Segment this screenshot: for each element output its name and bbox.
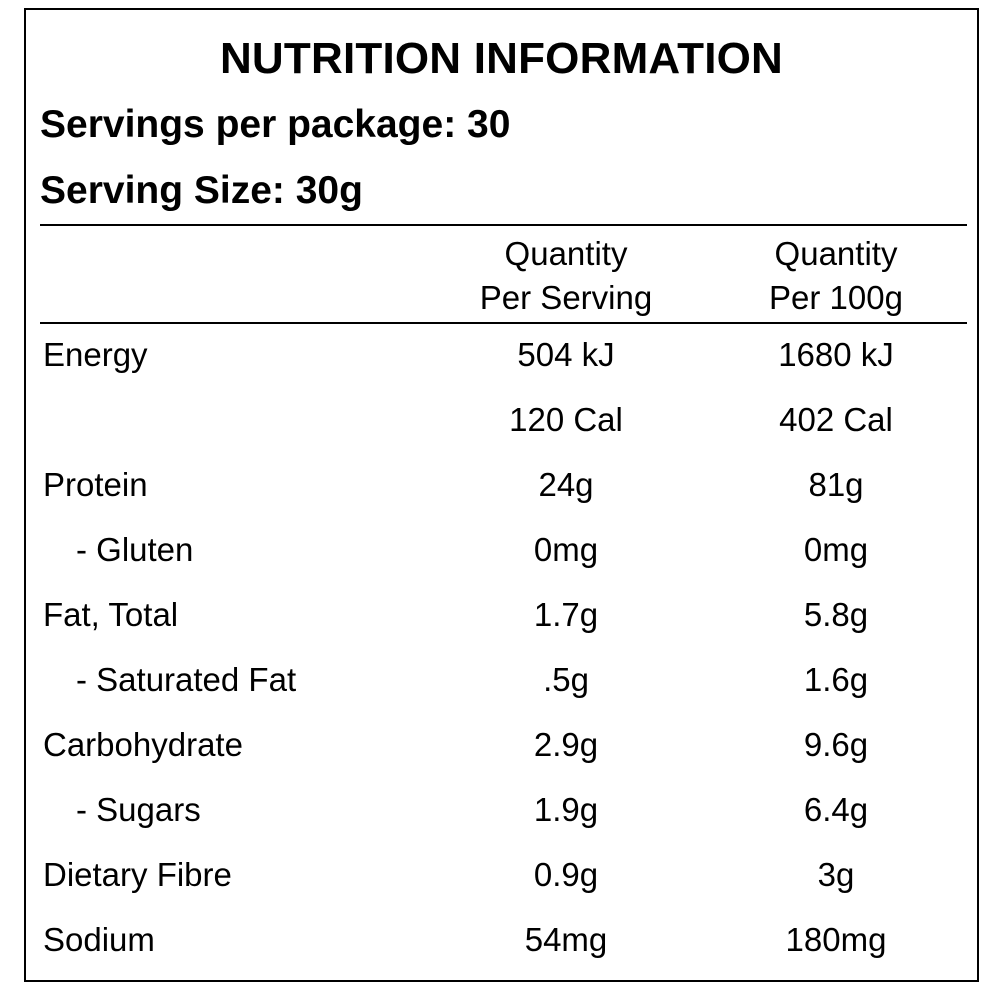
- value-per-serving: 24g: [538, 466, 594, 503]
- column-header-per-100g: Quantity Per 100g: [716, 232, 956, 320]
- value-per-serving: 54mg: [524, 921, 608, 958]
- value-per-100g: 3g: [817, 856, 855, 893]
- header-bottom-rule: [40, 322, 967, 324]
- column-header-per-100g-line-1: Quantity: [774, 235, 898, 272]
- nutrient-label: Energy: [43, 336, 148, 373]
- value-per-serving: 120 Cal: [509, 401, 623, 438]
- value-per-serving: .5g: [543, 661, 589, 698]
- column-header-per-serving-line-2: Per Serving: [479, 279, 653, 316]
- value-per-serving: 504 kJ: [517, 336, 615, 373]
- value-per-serving: 0.9g: [533, 856, 599, 893]
- nutrient-row: - Saturated Fat .5g 1.6g: [26, 650, 977, 710]
- nutrient-label: Fat, Total: [43, 596, 179, 633]
- header-top-rule: [40, 224, 967, 226]
- nutrition-panel: NUTRITION INFORMATION Servings per packa…: [24, 8, 979, 982]
- nutrient-row: Dietary Fibre 0.9g 3g: [26, 845, 977, 905]
- nutrient-label: Protein: [43, 466, 148, 503]
- nutrient-row: - Sugars 1.9g 6.4g: [26, 780, 977, 840]
- value-per-100g: 402 Cal: [779, 401, 893, 438]
- panel-title: NUTRITION INFORMATION: [219, 34, 784, 83]
- value-per-serving: 0mg: [533, 531, 599, 568]
- column-header-per-100g-line-2: Per 100g: [769, 279, 903, 316]
- value-per-100g: 81g: [808, 466, 864, 503]
- value-per-100g: 9.6g: [803, 726, 869, 763]
- nutrient-row: Sodium 54mg 180mg: [26, 910, 977, 970]
- servings-per-package: Servings per package: 30: [40, 103, 511, 146]
- value-per-100g: 6.4g: [803, 791, 869, 828]
- value-per-serving: 1.9g: [533, 791, 599, 828]
- value-per-100g: 180mg: [785, 921, 887, 958]
- value-per-serving: 2.9g: [533, 726, 599, 763]
- nutrient-row: Carbohydrate 2.9g 9.6g: [26, 715, 977, 775]
- value-per-serving: 1.7g: [533, 596, 599, 633]
- column-header-per-serving-line-1: Quantity: [504, 235, 628, 272]
- value-per-100g: 0mg: [803, 531, 869, 568]
- nutrient-row: - Gluten 0mg 0mg: [26, 520, 977, 580]
- nutrient-row: Fat, Total 1.7g 5.8g: [26, 585, 977, 645]
- value-per-100g: 1680 kJ: [778, 336, 894, 373]
- nutrient-label: - Saturated Fat: [76, 661, 297, 698]
- nutrient-row: 120 Cal 402 Cal: [26, 390, 977, 450]
- nutrient-label: Carbohydrate: [43, 726, 243, 763]
- value-per-100g: 5.8g: [803, 596, 869, 633]
- value-per-100g: 1.6g: [803, 661, 869, 698]
- nutrient-label: - Gluten: [76, 531, 194, 568]
- nutrient-row: Protein 24g 81g: [26, 455, 977, 515]
- nutrient-label: - Sugars: [76, 791, 201, 828]
- column-header-per-serving: Quantity Per Serving: [446, 232, 686, 320]
- nutrient-label: Sodium: [43, 921, 155, 958]
- nutrient-label: Dietary Fibre: [43, 856, 232, 893]
- nutrient-row: Energy 504 kJ 1680 kJ: [26, 325, 977, 385]
- serving-size: Serving Size: 30g: [40, 169, 363, 212]
